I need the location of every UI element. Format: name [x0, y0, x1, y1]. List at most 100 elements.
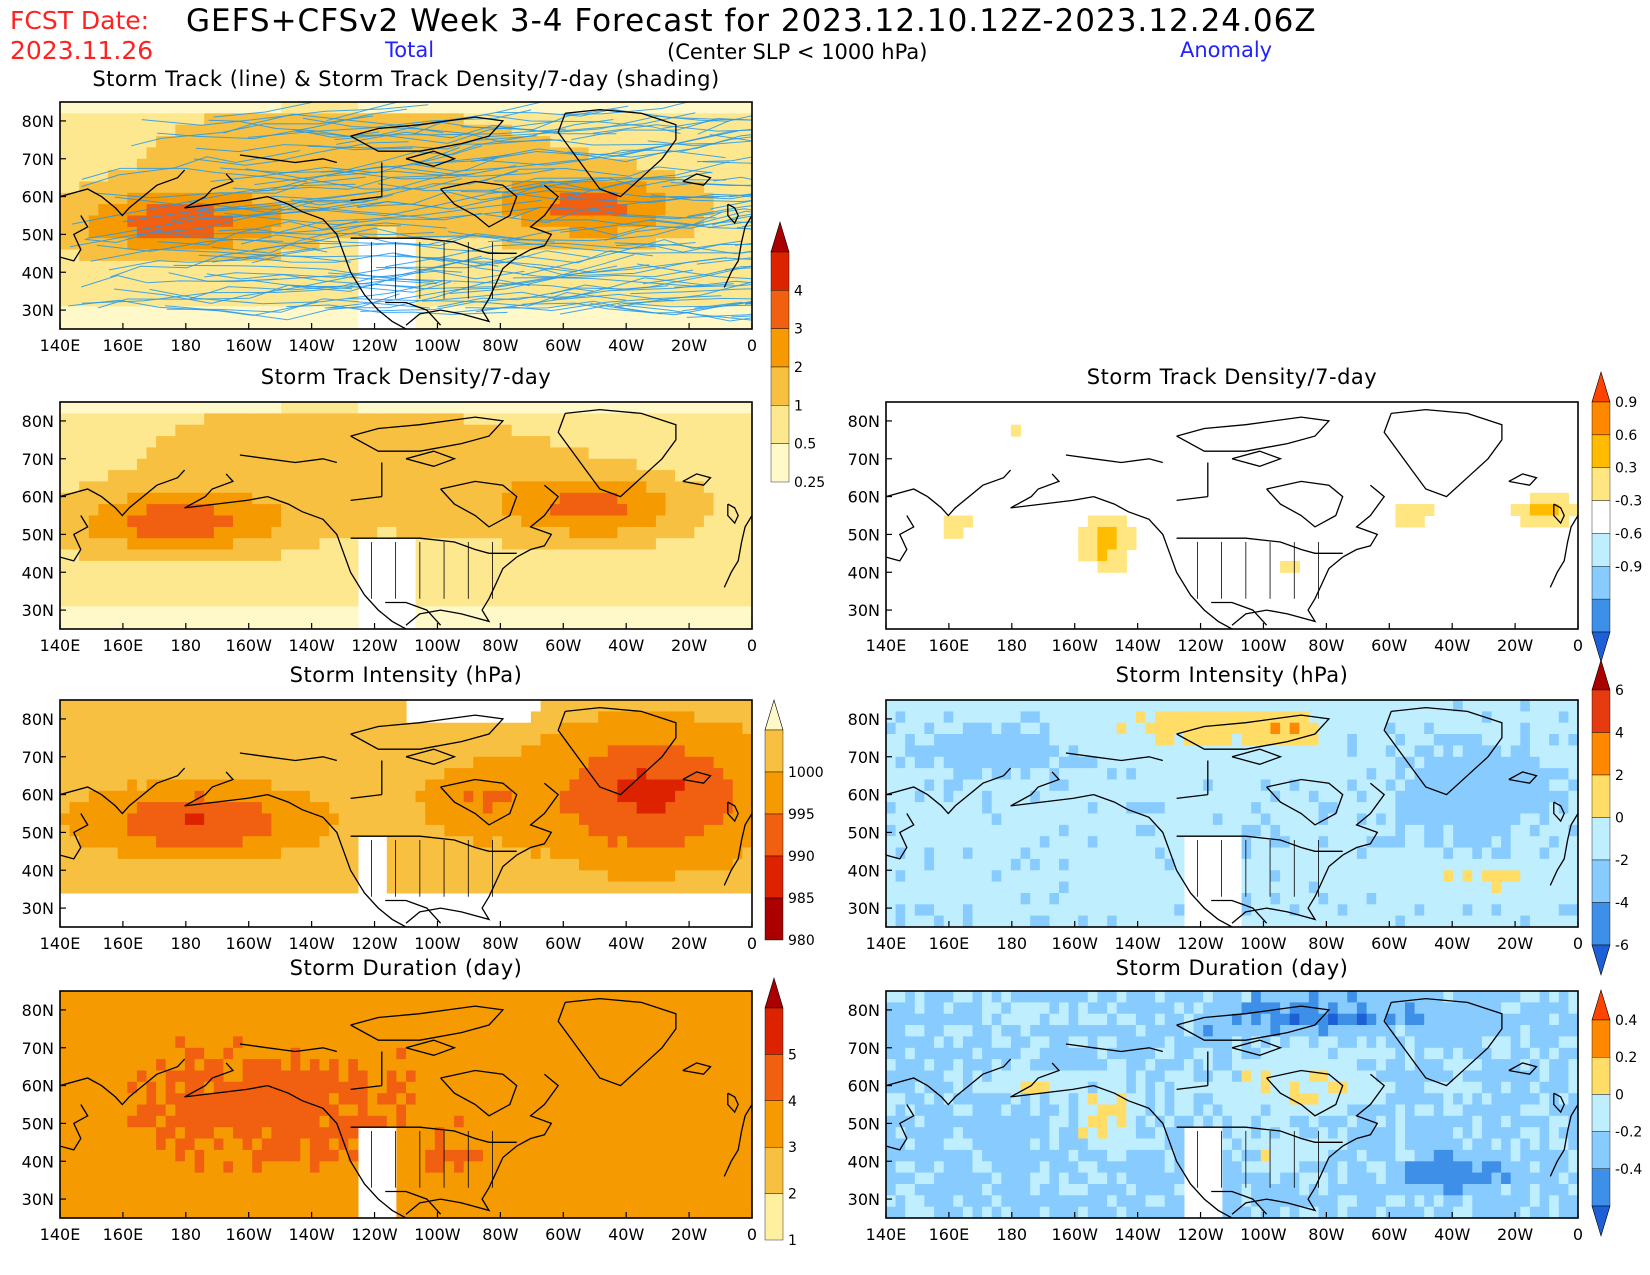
colorbar-swatch: [1591, 1056, 1611, 1095]
lat-tick-label: 80N: [22, 412, 54, 431]
colorbar-bottom-arrow: [1591, 944, 1611, 977]
lon-tick-label: 80W: [482, 1225, 518, 1244]
lon-tick-label: 140E: [40, 336, 81, 355]
lon-tick-label: 40W: [1434, 934, 1470, 953]
coastlines: [886, 408, 1578, 629]
colorbar-label: 0: [1615, 1087, 1624, 1103]
lon-tick-label: 100W: [414, 336, 461, 355]
colorbar-swatch: [764, 1054, 784, 1102]
colorbar-swatch: [770, 366, 790, 406]
lon-tick-label: 100W: [414, 636, 461, 655]
colorbar-label: 0.3: [1615, 461, 1637, 477]
panel-title: Storm Track Density/7-day: [261, 365, 551, 389]
lat-tick-label: 70N: [22, 150, 54, 169]
lon-tick-label: 160W: [226, 1225, 273, 1244]
lon-tick-label: 100W: [414, 934, 461, 953]
colorbar-label: -0.2: [1615, 1125, 1642, 1141]
colorbar-swatch: [1591, 689, 1611, 733]
colorbar-swatch: [764, 1146, 784, 1194]
lon-tick-label: 180: [997, 934, 1028, 953]
lon-tick-label: 20W: [1497, 1225, 1533, 1244]
colorbar-label: -6: [1615, 938, 1629, 954]
lon-tick-label: 100W: [414, 1225, 461, 1244]
colorbar-swatch: [764, 771, 784, 815]
colorbar-swatch: [770, 443, 790, 483]
colorbar-label: -0.4: [1615, 1162, 1642, 1178]
panel-title: Storm Intensity (hPa): [1116, 663, 1349, 687]
lon-tick-label: 20W: [1497, 636, 1533, 655]
colorbar-label: -4: [1615, 896, 1629, 912]
lat-tick-label: 50N: [22, 1114, 54, 1133]
map-area: [886, 700, 1578, 927]
fcst-date-label: FCST Date:: [10, 6, 150, 35]
lon-tick-label: 160W: [1052, 934, 1099, 953]
lon-tick-label: 120W: [1177, 934, 1224, 953]
colorbar-swatch: [1591, 732, 1611, 776]
lon-tick-label: 180: [171, 336, 202, 355]
coastlines: [60, 108, 752, 329]
lat-tick-label: 40N: [848, 1152, 880, 1171]
lon-tick-label: 20W: [671, 636, 707, 655]
colorbar-label: 980: [788, 933, 815, 949]
lat-tick-label: 50N: [848, 1114, 880, 1133]
lat-tick-label: 70N: [848, 450, 880, 469]
map-area: [60, 991, 752, 1218]
lon-tick-label: 160E: [103, 636, 144, 655]
lon-tick-label: 40W: [1434, 636, 1470, 655]
panel-title: Storm Track Density/7-day: [1087, 365, 1377, 389]
map-frame: [885, 401, 1579, 630]
lon-tick-label: 140E: [866, 636, 907, 655]
lon-tick-label: 40W: [608, 934, 644, 953]
lon-tick-label: 180: [997, 636, 1028, 655]
lon-tick-label: 80W: [1308, 934, 1344, 953]
colorbar-label: 2: [788, 1187, 797, 1203]
colorbar-swatch: [764, 1193, 784, 1241]
colorbar-swatch: [1591, 1131, 1611, 1169]
colorbar-label: -0.9: [1615, 559, 1642, 575]
map-area: [60, 102, 752, 329]
lon-tick-label: 20W: [671, 934, 707, 953]
lon-tick-label: 120W: [1177, 636, 1224, 655]
lon-tick-label: 160W: [226, 336, 273, 355]
colorbar-swatch: [1591, 774, 1611, 818]
colorbar-label: -0.3: [1615, 494, 1642, 510]
colorbar-swatch: [1591, 859, 1611, 903]
lon-tick-label: 160E: [929, 934, 970, 953]
lat-tick-label: 80N: [848, 1001, 880, 1020]
colorbar-top-arrow: [1591, 370, 1611, 403]
lat-tick-label: 50N: [22, 225, 54, 244]
lon-tick-label: 160E: [103, 934, 144, 953]
lon-tick-label: 0: [747, 934, 757, 953]
lon-tick-label: 0: [747, 1225, 757, 1244]
lat-tick-label: 50N: [848, 823, 880, 842]
panel-total-track: Storm Track (line) & Storm Track Density…: [22, 67, 757, 355]
colorbar-label: 0.6: [1615, 428, 1637, 444]
lon-tick-label: 140E: [866, 1225, 907, 1244]
coastlines: [60, 706, 752, 927]
lat-tick-label: 80N: [848, 412, 880, 431]
lon-tick-label: 140W: [1114, 636, 1161, 655]
lat-tick-label: 30N: [22, 301, 54, 320]
colorbar-label: 0.9: [1615, 395, 1637, 411]
colorbar-swatch: [1591, 1168, 1611, 1207]
colorbar-swatch: [1591, 598, 1611, 633]
slp-criterion: (Center SLP < 1000 hPa): [667, 40, 928, 64]
lon-tick-label: 40W: [608, 636, 644, 655]
lon-tick-label: 60W: [545, 1225, 581, 1244]
lon-tick-label: 180: [171, 934, 202, 953]
colorbar-swatch: [1591, 434, 1611, 468]
coastlines: [60, 408, 752, 629]
colorbar-swatch: [770, 328, 790, 368]
colorbar-swatch: [1591, 533, 1611, 567]
lon-tick-label: 100W: [1240, 1225, 1287, 1244]
lat-tick-label: 60N: [22, 1077, 54, 1096]
colorbar-top-arrow: [764, 698, 784, 731]
colorbar-swatch: [764, 729, 784, 773]
colorbar-density-total: 4 3 2 1 0.5 0.25: [770, 220, 825, 491]
lon-tick-label: 80W: [1308, 636, 1344, 655]
lat-tick-label: 60N: [848, 488, 880, 507]
map-frame: [885, 699, 1579, 928]
lat-tick-label: 40N: [848, 861, 880, 880]
lon-tick-label: 160W: [226, 934, 273, 953]
